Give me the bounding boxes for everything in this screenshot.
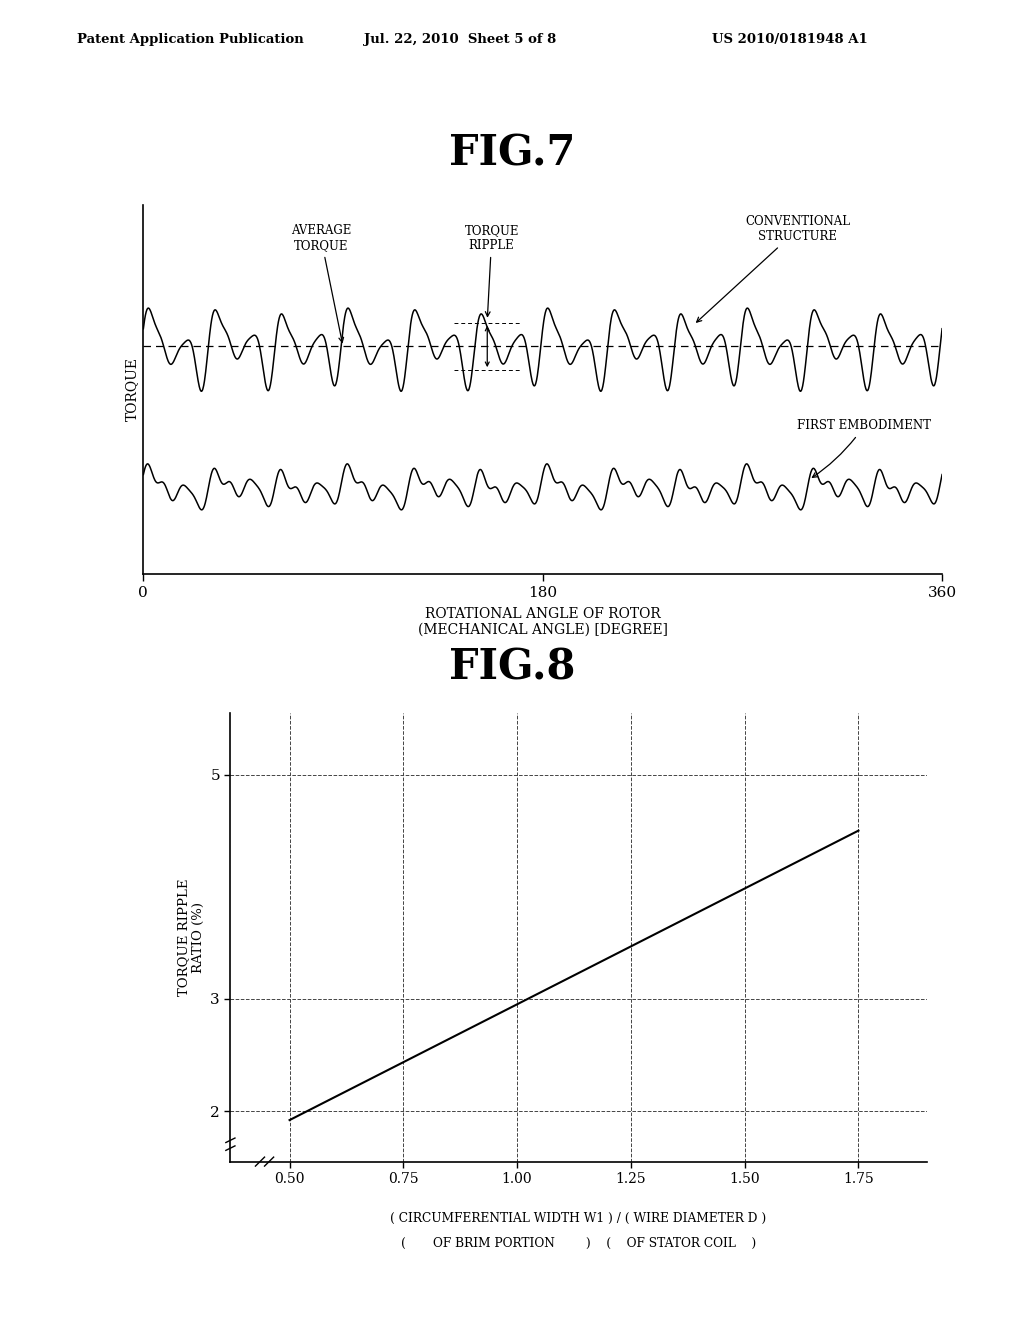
Text: US 2010/0181948 A1: US 2010/0181948 A1: [712, 33, 867, 46]
Text: AVERAGE
TORQUE: AVERAGE TORQUE: [291, 224, 351, 342]
Text: TORQUE
RIPPLE: TORQUE RIPPLE: [465, 224, 519, 317]
Text: ( CIRCUMFERENTIAL WIDTH W1 ) / ( WIRE DIAMETER D ): ( CIRCUMFERENTIAL WIDTH W1 ) / ( WIRE DI…: [390, 1212, 767, 1225]
Y-axis label: TORQUE RIPPLE
RATIO (%): TORQUE RIPPLE RATIO (%): [177, 878, 205, 997]
Text: (       OF BRIM PORTION        )    (    OF STATOR COIL    ): ( OF BRIM PORTION ) ( OF STATOR COIL ): [401, 1237, 756, 1250]
X-axis label: ROTATIONAL ANGLE OF ROTOR
(MECHANICAL ANGLE) [DEGREE]: ROTATIONAL ANGLE OF ROTOR (MECHANICAL AN…: [418, 607, 668, 638]
Text: FIG.8: FIG.8: [449, 647, 575, 689]
Text: Patent Application Publication: Patent Application Publication: [77, 33, 303, 46]
Text: CONVENTIONAL
STRUCTURE: CONVENTIONAL STRUCTURE: [696, 215, 850, 322]
Text: FIRST EMBODIMENT: FIRST EMBODIMENT: [797, 420, 931, 478]
Text: Jul. 22, 2010  Sheet 5 of 8: Jul. 22, 2010 Sheet 5 of 8: [364, 33, 556, 46]
Y-axis label: TORQUE: TORQUE: [125, 358, 139, 421]
Text: FIG.7: FIG.7: [449, 132, 575, 174]
